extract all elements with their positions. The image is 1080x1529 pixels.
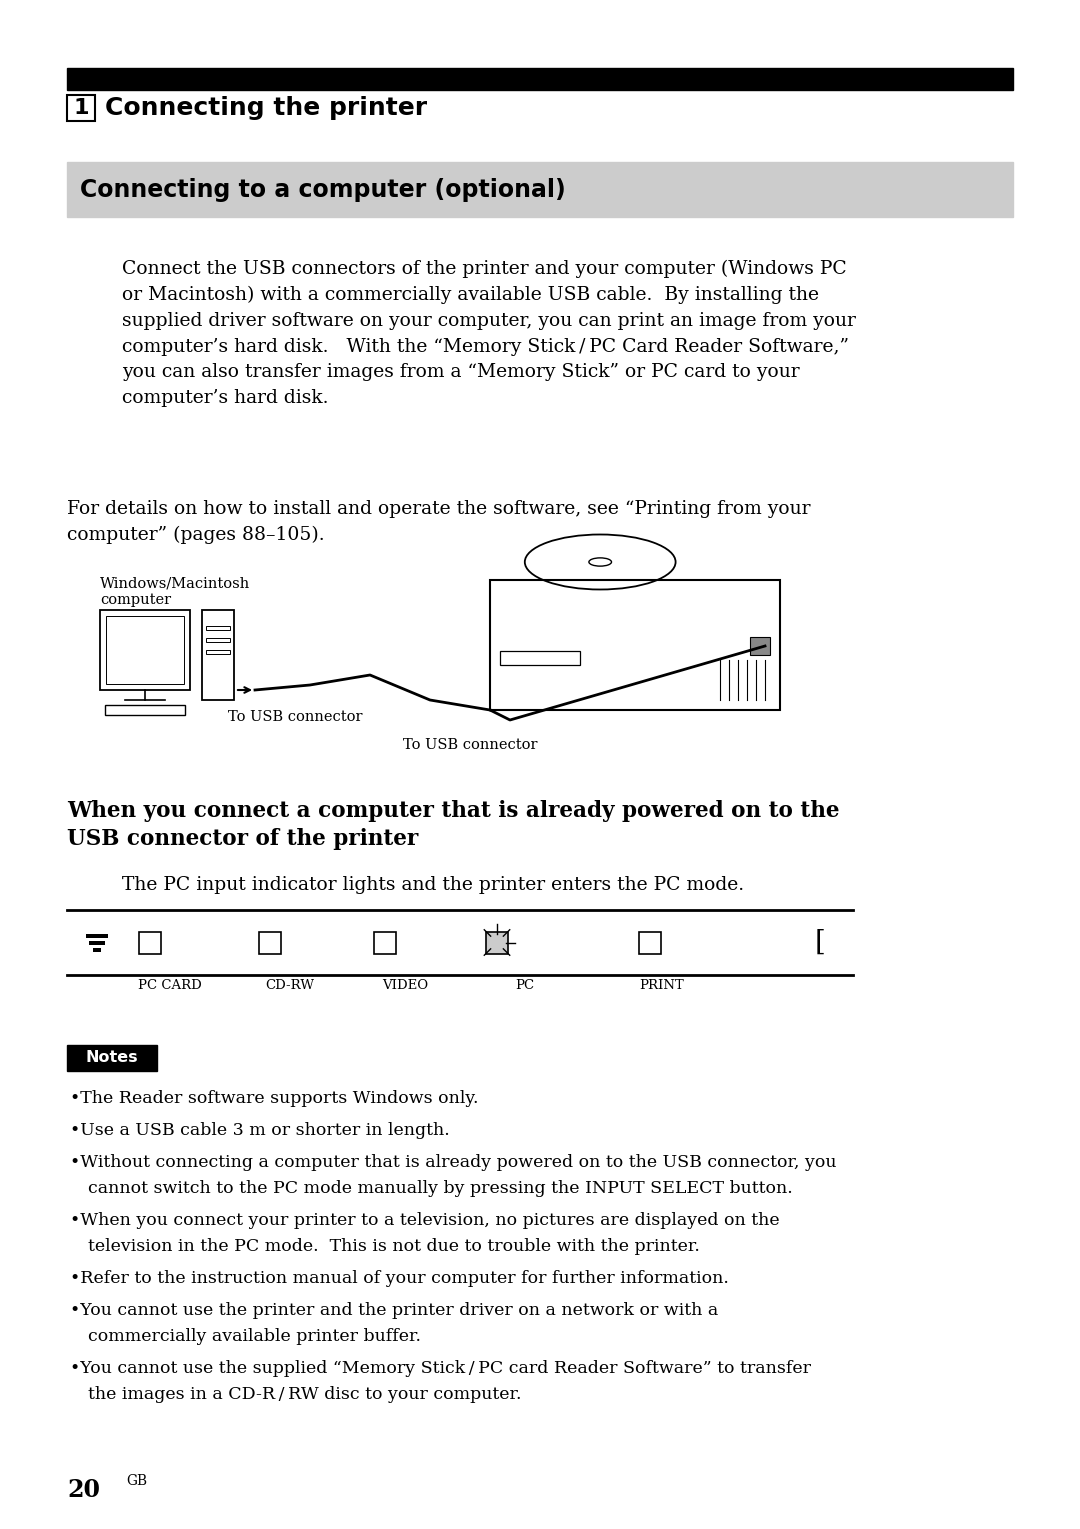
Text: PRINT: PRINT bbox=[639, 979, 685, 992]
Bar bbox=[67, 162, 1013, 217]
Bar bbox=[486, 931, 508, 954]
Text: •The Reader software supports Windows only.: •The Reader software supports Windows on… bbox=[70, 1090, 478, 1107]
Text: 20: 20 bbox=[67, 1479, 100, 1501]
Text: The PC input indicator lights and the printer enters the PC mode.: The PC input indicator lights and the pr… bbox=[122, 876, 744, 894]
Text: •Refer to the instruction manual of your computer for further information.: •Refer to the instruction manual of your… bbox=[70, 1271, 729, 1287]
Bar bbox=[490, 579, 780, 709]
Text: •Use a USB cable 3 m or shorter in length.: •Use a USB cable 3 m or shorter in lengt… bbox=[70, 1122, 449, 1139]
Text: •You cannot use the printer and the printer driver on a network or with a: •You cannot use the printer and the prin… bbox=[70, 1303, 718, 1320]
Bar bbox=[67, 1044, 157, 1070]
Bar bbox=[86, 934, 108, 937]
Text: To USB connector: To USB connector bbox=[403, 739, 538, 752]
Text: GB: GB bbox=[126, 1474, 148, 1488]
Text: 1: 1 bbox=[73, 98, 89, 118]
Text: When you connect a computer that is already powered on to the
USB connector of t: When you connect a computer that is alre… bbox=[67, 800, 839, 850]
Text: cannot switch to the PC mode manually by pressing the INPUT SELECT button.: cannot switch to the PC mode manually by… bbox=[87, 1180, 793, 1197]
Text: commercially available printer buffer.: commercially available printer buffer. bbox=[87, 1329, 421, 1346]
Bar bbox=[202, 610, 234, 700]
Text: PC: PC bbox=[515, 979, 535, 992]
Text: CD-RW: CD-RW bbox=[266, 979, 314, 992]
Text: the images in a CD-R / RW disc to your computer.: the images in a CD-R / RW disc to your c… bbox=[87, 1385, 522, 1404]
Bar bbox=[67, 95, 95, 121]
Bar bbox=[139, 931, 161, 954]
Bar bbox=[500, 651, 580, 665]
Bar bbox=[93, 948, 102, 951]
Text: Connect the USB connectors of the printer and your computer (Windows PC
or Macin: Connect the USB connectors of the printe… bbox=[122, 260, 855, 407]
Text: To USB connector: To USB connector bbox=[228, 709, 363, 725]
Text: Connecting the printer: Connecting the printer bbox=[105, 96, 427, 119]
Bar bbox=[90, 940, 105, 945]
Bar bbox=[374, 931, 396, 954]
Text: For details on how to install and operate the software, see “Printing from your
: For details on how to install and operat… bbox=[67, 500, 810, 544]
Bar bbox=[105, 705, 185, 716]
Bar bbox=[259, 931, 281, 954]
Text: •When you connect your printer to a television, no pictures are displayed on the: •When you connect your printer to a tele… bbox=[70, 1212, 780, 1229]
Text: television in the PC mode.  This is not due to trouble with the printer.: television in the PC mode. This is not d… bbox=[87, 1238, 700, 1255]
Bar bbox=[206, 625, 230, 630]
Text: •Without connecting a computer that is already powered on to the USB connector, : •Without connecting a computer that is a… bbox=[70, 1154, 837, 1171]
Bar bbox=[750, 638, 770, 654]
Bar bbox=[67, 67, 1013, 90]
Text: •You cannot use the supplied “Memory Stick / PC card Reader Software” to transfe: •You cannot use the supplied “Memory Sti… bbox=[70, 1359, 811, 1378]
Bar bbox=[100, 610, 190, 690]
Text: PC CARD: PC CARD bbox=[138, 979, 202, 992]
Text: Connecting to a computer (optional): Connecting to a computer (optional) bbox=[80, 177, 566, 202]
Text: [: [ bbox=[814, 930, 825, 956]
Bar bbox=[206, 638, 230, 642]
Bar bbox=[639, 931, 661, 954]
Text: Notes: Notes bbox=[85, 1050, 138, 1066]
Text: Windows/Macintosh
computer: Windows/Macintosh computer bbox=[100, 576, 251, 607]
Text: VIDEO: VIDEO bbox=[382, 979, 428, 992]
Bar bbox=[206, 650, 230, 654]
Bar bbox=[106, 616, 184, 683]
